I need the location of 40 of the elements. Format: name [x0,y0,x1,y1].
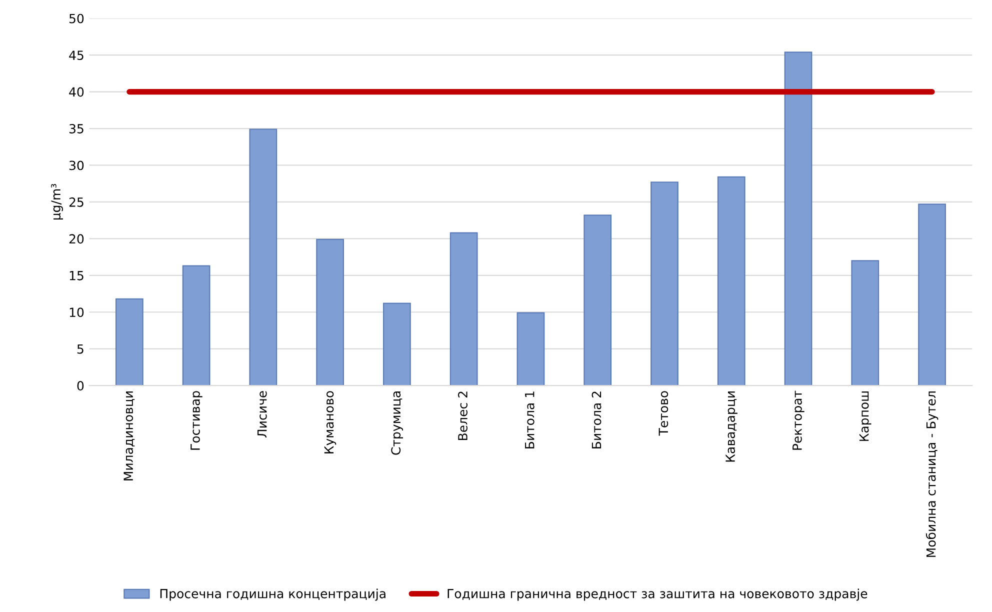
y-tick-label: 20 [69,234,84,244]
x-tick-label: Кавадарци [726,392,738,462]
y-tick-label: 40 [69,87,84,97]
x-tick-label: Битола 1 [525,392,534,448]
y-tick-label: 30 [69,160,84,170]
y-tick-label: 0 [77,381,84,390]
x-tick-label: Мобилна станица - Бутел [926,391,938,557]
bar [717,176,746,386]
y-tick-label: 15 [70,271,84,280]
x-tick-label: Струмица [391,392,403,455]
x-tick-label: Битола 2 [592,392,602,448]
y-tick-label: 5 [77,344,84,354]
bar [450,232,478,386]
x-tick-label: Лисиче [258,391,267,438]
x-tick-label: Ректорат [792,390,804,450]
y-axis-title: µg/m³ [51,184,63,220]
bar [784,52,812,386]
bar [182,265,210,386]
bar [918,204,946,386]
y-tick-label: 35 [69,124,84,134]
bar [316,238,344,386]
bar [383,302,411,386]
x-tick-label: Велес 2 [458,392,468,440]
x-tick-label: Гостивар [190,391,202,450]
y-tick-label: 10 [70,308,84,318]
bar [851,260,880,386]
bar [650,182,678,386]
bar [115,298,144,386]
x-tick-label: Куманово [324,391,336,454]
x-tick-label: Тетово [658,391,668,436]
x-tick-label: Карпош [859,392,872,441]
legend-label: Просечна годишна концентрација [160,588,386,601]
y-tick-label: 45 [69,50,84,60]
bar [516,312,545,386]
y-tick-label: 25 [69,197,84,207]
y-tick-label: 50 [69,14,84,24]
x-tick-label: Миладиновци [124,392,135,480]
bar [249,128,278,386]
legend-label: Годишна гранична вредност за заштита на човековото здравје [448,588,868,601]
bar [584,214,612,386]
